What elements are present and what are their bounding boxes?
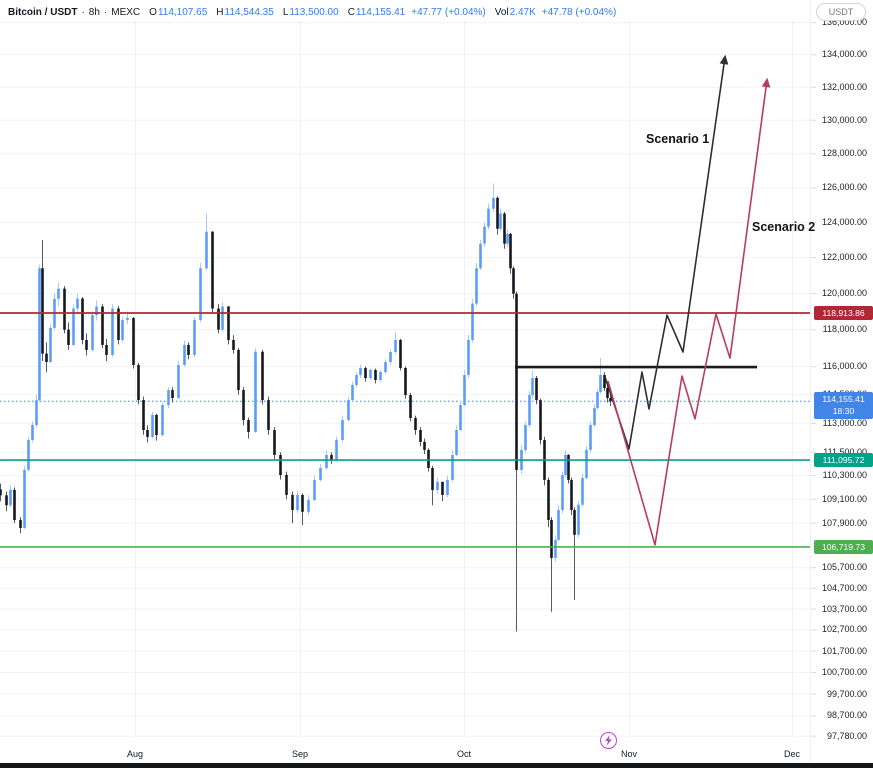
low-value: 113,500.00	[289, 6, 339, 18]
currency-toggle-button[interactable]: USDT	[816, 3, 866, 21]
price-tick-label: 136,000.00	[821, 17, 867, 28]
close-value: 114,155.41	[355, 6, 406, 18]
chart-legend[interactable]: Bitcoin / USDT · 8h · MEXC O 114,107.65 …	[8, 5, 616, 19]
month-tick-label: Oct	[456, 749, 471, 759]
month-tick-label: Aug	[126, 749, 143, 759]
price-tick-label: 134,000.00	[821, 49, 867, 60]
resistance-price-badge: 118,913.86	[814, 306, 873, 320]
price-tick-label: 101,700.00	[821, 645, 867, 656]
high-value: 114,544.35	[224, 6, 274, 18]
lightning-bolt-glyph	[605, 735, 612, 746]
price-tick-label: 98,700.00	[826, 710, 867, 721]
low-support-price-badge: 106,719.73	[814, 539, 873, 554]
price-tick-label: 132,000.00	[821, 81, 867, 92]
volume-change: +47.78 (+0.04%)	[541, 6, 617, 18]
scenario-2-label[interactable]: Scenario 2	[752, 220, 816, 234]
price-tick-label: 103,700.00	[821, 603, 867, 614]
price-tick-label: 122,000.00	[821, 252, 867, 263]
volume-value: 2.47K	[509, 6, 536, 18]
price-tick-label: 128,000.00	[821, 148, 867, 159]
change-value: +47.77 (+0.04%)	[411, 6, 486, 18]
month-tick-label: Nov	[620, 749, 637, 759]
month-tick-label: Sep	[291, 749, 308, 759]
scenario-1-label[interactable]: Scenario 1	[646, 132, 710, 146]
legend-separator2: ·	[103, 6, 108, 18]
price-tick-label: 110,300.00	[822, 470, 867, 481]
legend-separator: ·	[81, 6, 85, 18]
exchange-label: MEXC	[111, 6, 141, 18]
open-label: O	[149, 6, 157, 18]
price-tick-label: 130,000.00	[821, 114, 867, 125]
low-label: L	[282, 6, 289, 18]
price-tick-label: 97,780.00	[826, 730, 867, 741]
interval-label: 8h	[88, 6, 100, 18]
price-tick-label: 126,000.00	[821, 182, 867, 193]
price-tick-label: 100,700.00	[821, 666, 867, 677]
price-tick-label: 116,000.00	[822, 361, 867, 372]
candle-countdown: 18:30	[832, 406, 855, 417]
month-tick-label: Dec	[783, 749, 800, 759]
high-label: H	[216, 6, 224, 18]
current-price-value: 114,155.41	[822, 394, 865, 405]
price-tick-label: 105,700.00	[821, 562, 867, 573]
price-tick-label: 113,000.00	[822, 417, 867, 428]
price-tick-label: 111,500.00	[823, 446, 867, 457]
mid-support-price-badge: 111,095.72	[814, 453, 873, 468]
price-tick-label: 102,700.00	[821, 624, 867, 635]
price-tick-label: 124,000.00	[821, 216, 867, 227]
price-tick-label: 104,700.00	[821, 582, 867, 593]
price-tick-label: 99,700.00	[826, 688, 867, 699]
price-tick-label: 120,000.00	[821, 287, 867, 298]
current-price-badge: 114,155.41 18:30	[814, 391, 873, 419]
lightning-icon[interactable]	[600, 732, 617, 749]
volume-label: Vol	[494, 6, 509, 18]
open-value: 114,107.65	[157, 6, 208, 18]
price-tick-label: 107,900.00	[821, 517, 867, 528]
symbol-name: Bitcoin / USDT	[8, 6, 78, 18]
price-tick-label: 109,100.00	[821, 493, 867, 504]
window-bottom-edge	[0, 763, 873, 768]
close-label: C	[347, 6, 355, 18]
price-tick-label: 118,000.00	[822, 324, 867, 335]
